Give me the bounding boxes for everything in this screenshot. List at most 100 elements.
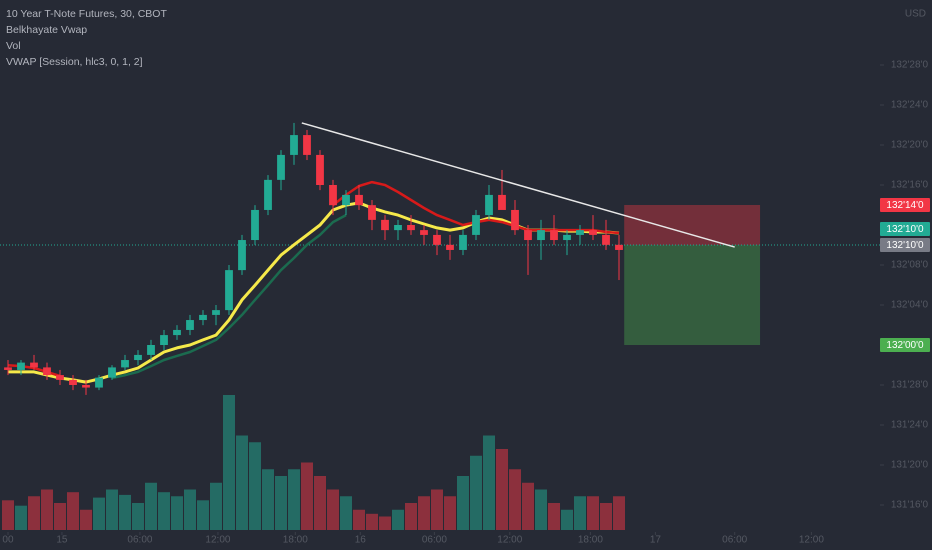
volume-bar bbox=[274, 476, 287, 530]
y-tick-label: 131'16'0 bbox=[891, 500, 929, 511]
currency: USD bbox=[905, 9, 926, 20]
volume-bar bbox=[521, 482, 534, 530]
trendline bbox=[301, 122, 735, 248]
candle-body bbox=[524, 230, 532, 241]
volume-bar bbox=[365, 513, 378, 530]
y-tick-label: 132'24'0 bbox=[891, 100, 929, 111]
x-tick-label: 16 bbox=[355, 535, 367, 546]
price-label: 132'00'0 bbox=[886, 340, 924, 351]
target-zone bbox=[624, 245, 761, 345]
x-tick-label: 12:00 bbox=[497, 535, 522, 546]
candle-body bbox=[576, 230, 584, 235]
price-label-box bbox=[880, 198, 930, 212]
candle-body bbox=[147, 345, 155, 355]
price-label-box bbox=[880, 222, 930, 236]
volume-bar bbox=[14, 505, 27, 530]
volume-bar bbox=[339, 496, 352, 530]
candle-body bbox=[17, 362, 25, 370]
candle-body bbox=[329, 185, 337, 206]
legend-indicator: Belkhayate Vwap bbox=[6, 24, 87, 36]
candle-body bbox=[290, 135, 298, 155]
candle-body bbox=[264, 179, 272, 210]
candle-body bbox=[433, 234, 441, 245]
volume-bar bbox=[222, 395, 235, 530]
candle-body bbox=[446, 244, 454, 250]
x-tick-label: 18:00 bbox=[283, 535, 308, 546]
x-tick-label: 06:00 bbox=[422, 535, 447, 546]
candle-body bbox=[498, 194, 506, 210]
candle-body bbox=[186, 320, 194, 330]
x-tick-label: 18:00 bbox=[578, 535, 603, 546]
volume-bar bbox=[495, 449, 508, 530]
volume-bar bbox=[469, 455, 482, 530]
candle-body bbox=[602, 234, 610, 245]
price-label-box bbox=[880, 338, 930, 352]
volume-bar bbox=[131, 503, 144, 530]
indicator-line bbox=[7, 180, 620, 378]
candle-body bbox=[251, 209, 259, 241]
candle-body bbox=[459, 234, 467, 250]
volume-bar bbox=[417, 496, 430, 530]
y-tick-label: 132'28'0 bbox=[891, 60, 929, 71]
volume-bar bbox=[183, 489, 196, 530]
y-tick-label: 132'04'0 bbox=[891, 300, 929, 311]
volume-bar bbox=[118, 494, 131, 530]
candle-body bbox=[537, 230, 545, 241]
candle-body bbox=[368, 205, 376, 220]
x-tick-label: 06:00 bbox=[722, 535, 747, 546]
volume-bar bbox=[378, 516, 391, 530]
stop-zone bbox=[624, 205, 761, 245]
legend-symbol: 10 Year T-Note Futures, 30, CBOT bbox=[6, 8, 167, 20]
x-tick-label: 17 bbox=[650, 535, 662, 546]
price-label: 132'10'0 bbox=[886, 224, 924, 235]
candle-body bbox=[134, 354, 142, 361]
volume-bar bbox=[443, 496, 456, 530]
candle-body bbox=[121, 360, 129, 368]
y-tick-label: 132'20'0 bbox=[891, 140, 929, 151]
volume-bar bbox=[209, 482, 222, 530]
candle-body bbox=[199, 314, 207, 321]
price-label-box bbox=[880, 238, 930, 252]
candle-body bbox=[407, 225, 415, 231]
candle-body bbox=[550, 230, 558, 241]
candle-body bbox=[381, 219, 389, 231]
volume-bar bbox=[534, 489, 547, 530]
volume-bar bbox=[53, 503, 66, 530]
candle-body bbox=[30, 362, 38, 368]
candle-body bbox=[43, 367, 51, 376]
candle-body bbox=[355, 194, 363, 206]
candle-body bbox=[342, 194, 350, 206]
candle-body bbox=[56, 375, 64, 380]
price-label: 132'10'0 bbox=[886, 240, 924, 251]
legend-indicator: VWAP [Session, hlc3, 0, 1, 2] bbox=[6, 56, 143, 68]
x-tick-label: 12:00 bbox=[205, 535, 230, 546]
volume-bar bbox=[573, 496, 586, 530]
volume-bar bbox=[170, 496, 183, 530]
volume-bar bbox=[92, 497, 105, 530]
volume-bar bbox=[300, 462, 313, 530]
volume-bar bbox=[612, 496, 625, 530]
volume-bar bbox=[248, 442, 261, 530]
candle-body bbox=[238, 240, 246, 271]
plot bbox=[0, 64, 884, 535]
x-tick-label: 00 bbox=[2, 535, 14, 546]
candle-body bbox=[173, 329, 181, 336]
y-tick-label: 131'24'0 bbox=[891, 420, 929, 431]
volume-bar bbox=[1, 500, 14, 530]
volume-bar bbox=[313, 476, 326, 530]
candle-body bbox=[615, 244, 623, 250]
candle-body bbox=[485, 194, 493, 216]
volume-bar bbox=[482, 435, 495, 530]
volume-bar bbox=[560, 509, 573, 530]
volume-bar bbox=[27, 496, 40, 530]
candle-body bbox=[511, 209, 519, 231]
volume-bar bbox=[287, 469, 300, 530]
candle-body bbox=[277, 154, 285, 180]
candle-body bbox=[82, 385, 90, 388]
volume-bar bbox=[404, 503, 417, 530]
volume-bar bbox=[235, 435, 248, 530]
candle-body bbox=[4, 367, 12, 370]
candle-body bbox=[563, 234, 571, 241]
